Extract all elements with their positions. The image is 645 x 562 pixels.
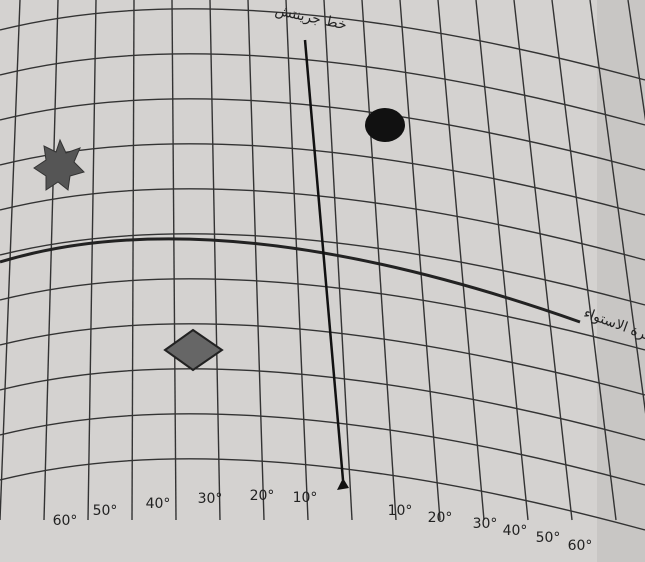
circle-shape bbox=[365, 108, 405, 142]
longitude-label: 40° bbox=[146, 496, 171, 512]
longitude-label: 50° bbox=[93, 503, 118, 519]
page-edge bbox=[597, 0, 645, 562]
longitude-label: 60° bbox=[53, 513, 78, 529]
longitude-label: 10° bbox=[293, 490, 318, 506]
longitude-label: 30° bbox=[473, 516, 498, 532]
longitude-label: 50° bbox=[536, 530, 561, 546]
longitude-label: 10° bbox=[388, 503, 413, 519]
longitude-label: 20° bbox=[250, 488, 275, 504]
longitude-label: 60° bbox=[568, 538, 593, 554]
longitude-label: 20° bbox=[428, 510, 453, 526]
longitude-label: 40° bbox=[503, 523, 528, 539]
longitude-label: 30° bbox=[198, 491, 223, 507]
map-sheet: خط جرينتش دائرة الاستواء 60°50°40°30°20°… bbox=[0, 0, 645, 562]
